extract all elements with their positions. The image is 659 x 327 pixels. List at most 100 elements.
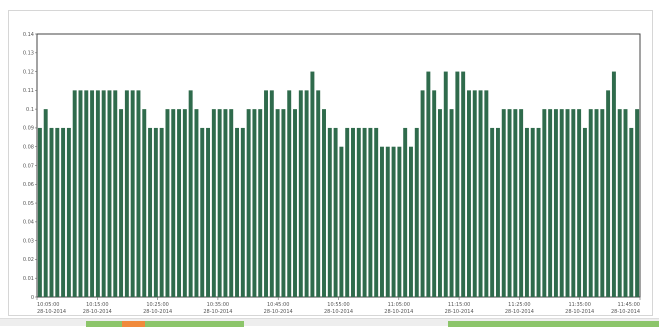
bar	[606, 90, 611, 297]
bar	[269, 90, 274, 297]
bar	[368, 127, 373, 298]
bar	[78, 90, 83, 297]
bar	[490, 127, 495, 298]
bar	[339, 146, 344, 297]
bar	[113, 90, 118, 297]
bar	[530, 127, 535, 298]
bar	[478, 90, 483, 297]
bar	[304, 90, 309, 297]
bar	[281, 109, 286, 297]
bar	[356, 127, 361, 298]
x-tick-time-label: 11:05:00	[388, 302, 410, 308]
bar	[455, 71, 460, 297]
y-tick-label: 0.02	[23, 257, 34, 263]
bar	[55, 127, 60, 298]
y-tick-label: 0.1	[26, 107, 34, 113]
bar	[577, 109, 582, 297]
bar	[472, 90, 477, 297]
bar	[623, 109, 628, 297]
bar	[333, 127, 338, 298]
bar	[206, 127, 211, 298]
bar	[107, 90, 112, 297]
timeline-segment[interactable]	[121, 321, 145, 327]
bar	[432, 90, 437, 297]
bar	[466, 90, 471, 297]
x-tick-time-label: 11:35:00	[568, 302, 590, 308]
x-tick-date-label: 28-10-2014	[611, 309, 640, 315]
bar	[37, 127, 42, 298]
bar	[177, 109, 182, 297]
bar	[629, 127, 634, 298]
y-tick-label: 0.12	[23, 69, 34, 75]
bar	[223, 109, 228, 297]
bar	[351, 127, 355, 298]
bar	[513, 109, 518, 297]
x-axis: 10:05:0028-10-201410:15:0028-10-201410:2…	[36, 297, 641, 315]
bars-group	[37, 71, 640, 298]
y-tick-label: 0	[31, 295, 34, 301]
bar	[217, 109, 222, 297]
bar	[391, 146, 396, 297]
x-tick-date-label: 28-10-2014	[83, 309, 112, 315]
x-tick-time-label: 11:25:00	[508, 302, 530, 308]
bar	[171, 109, 176, 297]
bar	[635, 109, 640, 297]
chart: 0 0.01 0.02 0.03 0.04 0.05 0.06 0.07 0.08 0.09 0.1…	[23, 32, 641, 315]
y-tick-label: 0.05	[23, 201, 34, 207]
bar	[165, 109, 170, 297]
bar	[495, 127, 500, 298]
bar	[588, 109, 593, 297]
bar	[501, 109, 506, 297]
bar	[403, 127, 408, 298]
y-tick-label: 0.11	[23, 88, 34, 94]
bar	[519, 109, 524, 297]
bar	[188, 90, 193, 297]
x-tick-date-label: 28-10-2014	[264, 309, 293, 315]
bar	[385, 146, 390, 297]
bar	[298, 90, 303, 297]
bar	[553, 109, 558, 297]
bar	[600, 109, 605, 297]
x-tick-date-label: 28-10-2014	[565, 309, 594, 315]
bar	[136, 90, 141, 297]
bar	[182, 109, 187, 297]
bar	[148, 127, 153, 298]
bar	[240, 127, 245, 298]
bar	[119, 109, 124, 297]
bar	[565, 109, 570, 297]
timeline-segment[interactable]	[144, 321, 244, 327]
x-tick-time-label: 10:05:00	[37, 302, 59, 308]
bar	[252, 109, 257, 297]
bar	[211, 109, 216, 297]
x-tick-time-label: 11:45:00	[618, 302, 640, 308]
bar	[536, 127, 541, 298]
bar	[362, 127, 367, 298]
x-tick-date-label: 28-10-2014	[37, 309, 66, 315]
y-axis: 0 0.01 0.02 0.03 0.04 0.05 0.06 0.07 0.08 0.09 0.1…	[23, 32, 37, 301]
bar	[374, 127, 379, 298]
x-tick-time-label: 10:15:00	[86, 302, 108, 308]
bar	[229, 109, 234, 297]
timeline-strip[interactable]	[0, 318, 659, 327]
bar	[124, 90, 129, 297]
x-tick-time-label: 10:45:00	[267, 302, 289, 308]
x-tick-date-label: 28-10-2014	[445, 309, 474, 315]
bar	[414, 127, 419, 298]
bar	[316, 90, 321, 297]
y-tick-label: 0.08	[23, 145, 34, 151]
bar	[397, 146, 402, 297]
bar	[142, 109, 147, 297]
bar	[571, 109, 576, 297]
timeline-segment[interactable]	[448, 321, 659, 327]
bar	[246, 109, 251, 297]
bar	[582, 127, 587, 298]
y-tick-label: 0.01	[23, 276, 34, 282]
bar	[449, 109, 454, 297]
bar	[426, 71, 431, 297]
y-tick-label: 0.06	[23, 182, 34, 188]
timeline-segment[interactable]	[85, 321, 122, 327]
y-tick-label: 0.09	[23, 126, 34, 132]
bar	[380, 146, 384, 297]
x-tick-time-label: 10:25:00	[146, 302, 168, 308]
bar	[438, 109, 442, 297]
